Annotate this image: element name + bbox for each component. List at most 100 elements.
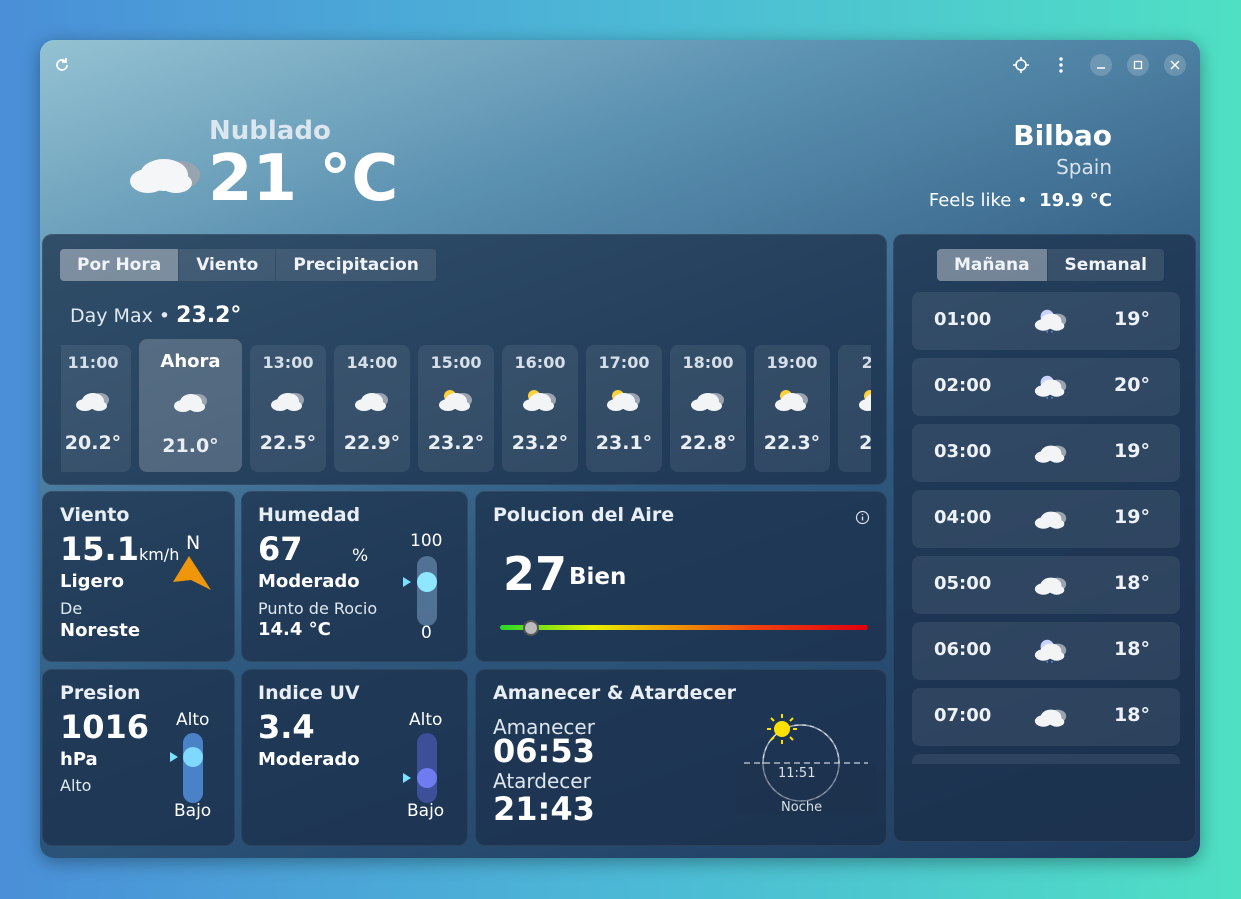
sun-card: Amanecer & Atardecer Amanecer 06:53 Atar… <box>475 669 887 846</box>
day-max-label: Day Max • <box>70 305 171 327</box>
forecast-row[interactable]: 07:00 18° <box>912 688 1180 746</box>
forecast-temp: 18° <box>1114 638 1150 660</box>
hour-card[interactable]: 18:00 22.8° <box>670 345 746 472</box>
hour-time: Ahora <box>160 351 221 372</box>
humidity-description: Moderado <box>258 571 360 592</box>
info-button[interactable] <box>855 510 870 525</box>
hour-card[interactable]: 19:00 22.3° <box>754 345 830 472</box>
forecast-temp: 19° <box>1114 506 1150 528</box>
pressure-card: Presion 1016 hPa Alto Alto Bajo <box>42 669 235 846</box>
hour-card[interactable]: 11:00 20.2° <box>61 345 131 472</box>
sun-arc <box>736 714 876 814</box>
minimize-button[interactable] <box>1090 54 1112 76</box>
tab[interactable]: Semanal <box>1046 249 1164 281</box>
refresh-button[interactable] <box>53 56 71 74</box>
hour-card[interactable]: 16:00 23.2° <box>502 345 578 472</box>
forecast-tabs: Mañana Semanal <box>937 249 1164 281</box>
hour-card[interactable]: 13:00 22.5° <box>250 345 326 472</box>
hour-icon <box>334 385 410 417</box>
forecast-time: 01:00 <box>934 309 992 330</box>
forecast-time: 07:00 <box>934 705 992 726</box>
hour-icon <box>586 385 662 417</box>
wind-speed: 15.1km/h <box>60 530 179 568</box>
hour-time: 19:00 <box>766 353 818 372</box>
sunset: 21:43 <box>493 790 595 828</box>
card-title: Viento <box>60 504 130 526</box>
forecast-time: 06:00 <box>934 639 992 660</box>
gauge-high: Alto <box>409 710 443 730</box>
wind-arrow <box>173 556 211 590</box>
forecast-icon <box>1032 636 1070 667</box>
tab[interactable]: Por Hora <box>60 249 179 281</box>
forecast-panel: Mañana Semanal 01:00 19° 02:00 20° 03:00 19° 04… <box>893 234 1196 842</box>
gauge-low: Bajo <box>174 801 212 821</box>
weather-icon <box>1034 709 1067 727</box>
weather-icon <box>859 390 871 411</box>
hour-card-current[interactable]: Ahora 21.0° <box>139 339 242 472</box>
uv-description: Moderado <box>258 749 360 770</box>
tab[interactable]: Mañana <box>937 249 1047 281</box>
hour-time: 15:00 <box>430 353 482 372</box>
hour-card[interactable]: 17:00 23.1° <box>586 345 662 472</box>
forecast-row[interactable]: 04:00 19° <box>912 490 1180 548</box>
hour-time: 17:00 <box>598 353 650 372</box>
forecast-row[interactable]: 03:00 19° <box>912 424 1180 482</box>
weather-icon <box>1034 511 1067 529</box>
hour-temp: 23.1° <box>595 432 653 454</box>
hour-icon <box>139 386 242 418</box>
menu-button[interactable] <box>1052 56 1070 74</box>
hour-icon <box>502 385 578 417</box>
weather-icon <box>1034 309 1067 333</box>
tab[interactable]: Precipitacion <box>275 249 436 281</box>
close-button[interactable] <box>1164 54 1186 76</box>
wind-direction-letter: N <box>186 532 201 554</box>
forecast-icon <box>1032 372 1070 403</box>
feels-like-value: 19.9 °C <box>1039 190 1112 211</box>
forecast-temp: 19° <box>1114 308 1150 330</box>
weather-icon <box>1034 577 1067 595</box>
hour-card[interactable]: 15:00 23.2° <box>418 345 494 472</box>
pressure-value: 1016 <box>60 708 150 746</box>
forecast-row[interactable]: 02:00 20° <box>912 358 1180 416</box>
hour-card[interactable]: 14:00 22.9° <box>334 345 410 472</box>
maximize-button[interactable] <box>1127 54 1149 76</box>
humidity-knob <box>403 572 437 592</box>
pressure-description: Alto <box>60 776 92 795</box>
city: Bilbao <box>1013 119 1112 152</box>
forecast-row[interactable]: 01:00 19° <box>912 292 1180 350</box>
hour-time: 11:00 <box>67 353 119 372</box>
forecast-icon <box>1032 570 1070 601</box>
hour-icon <box>61 385 131 417</box>
locate-button[interactable] <box>1012 56 1030 74</box>
hour-temp: 22.9° <box>343 432 401 454</box>
tab[interactable]: Viento <box>178 249 275 281</box>
weather-icon <box>775 390 808 411</box>
condition: Nublado <box>209 116 331 146</box>
forecast-temp: 18° <box>1114 704 1150 726</box>
card-title: Polucion del Aire <box>493 504 675 526</box>
hour-temp: 20.2° <box>64 432 122 454</box>
card-title: Humedad <box>258 504 361 526</box>
forecast-row[interactable]: 05:00 18° <box>912 556 1180 614</box>
forecast-temp: 18° <box>1114 572 1150 594</box>
country: Spain <box>1056 155 1112 179</box>
pressure-knob <box>170 747 203 767</box>
hour-card[interactable]: 20: 21. <box>838 345 871 472</box>
weather-icon <box>130 159 200 193</box>
wind-speed-value: 15.1 <box>60 530 139 568</box>
aqi-value: 27 <box>503 547 568 601</box>
hourly-scroller: 11:00 20.2° Ahora 21.0° 13:00 22.5° 14:00 22.9°… <box>61 338 871 472</box>
forecast-icon <box>1032 306 1070 337</box>
wind-card: Viento 15.1km/h N Ligero De Noreste <box>42 491 235 662</box>
hourly-panel: Por Hora Viento Precipitacion Day Max • 23… <box>42 234 887 485</box>
forecast-row[interactable]: 06:00 18° <box>912 622 1180 680</box>
weather-icon <box>439 390 472 411</box>
hour-icon <box>250 385 326 417</box>
forecast-icon <box>1032 438 1070 469</box>
dew-point-label: Punto de Rocio <box>258 599 378 618</box>
card-title: Indice UV <box>258 682 360 704</box>
aqi-marker <box>523 620 539 636</box>
forecast-list: 01:00 19° 02:00 20° 03:00 19° 04:00 19° 05:00 18°… <box>912 292 1180 764</box>
weather-icon <box>271 393 304 411</box>
